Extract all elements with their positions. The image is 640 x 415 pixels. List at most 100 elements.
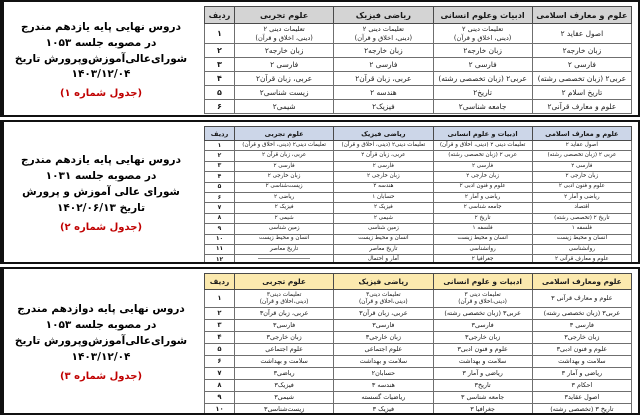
cell-experimental: فیزیک۳ [233,379,335,392]
cell-islamic: فارسی ۳ [531,319,633,332]
caption-2-line-3: شورای عالی آموزش و پرورش [22,186,180,198]
cell-math: سلامت و بهداشت [333,355,434,368]
table-row: عربی۲ (زبان تخصصی رشته) عربی۲ (زبان تخصصی… [204,71,633,86]
cell-humanities: علوم و فنون ادبی ۲ [432,181,533,193]
caption-1-line-4: ۱۴۰۳/۱۲/۰۴ [71,68,131,81]
caption-2-line-4: تاریخ ۱۴۰۲/۰۶/۱۳ [56,201,146,214]
cell-experimental: زبان خارجی۳ [233,331,335,344]
cell-experimental: زمین شناسی [233,223,335,235]
cell-humanities: جامعه شناسی۲ [432,99,533,114]
caption-3-line-2: در مصوبه جلسه ۱۰۵۳ [45,319,157,332]
cell-experimental: تعلیمات دینی۲ (دینی، اخلاق و قرآن) [233,139,335,152]
cell-humanities: تاریخ ۲ [432,212,533,225]
cell-humanities: جغرافیا ۲ [432,254,533,262]
table-row: زبان خارجه۲ زبان خارجه۲ زبان خارجه۲ زبان خا… [204,43,633,58]
caption-3-line-3: شورای‌عالی‌آموزش‌وپرورش تاریخ [14,335,188,347]
cell-math: فیزیک۲ [333,99,434,114]
cell-rank: ۴ [204,71,235,86]
table-row: علوم و فنون ادبی ۲ علوم و فنون ادبی ۲ هندس… [204,181,633,193]
col-header-humanities: ادبیات و علوم انسانی [432,273,533,290]
cell-islamic: اقتصاد [531,202,633,214]
cell-experimental: زیست‌شناسی۳ [233,403,335,413]
cell-islamic: علوم و فنون ادبی۳ [531,343,633,356]
cell-math: تعلیمات دینی۳ (دینی،اخلاق و قرآن) [333,289,434,308]
table-2-wrap: علوم و معارف اسلامی ادبیات و علوم انسانی… [198,122,638,262]
caption-2: دروس نهایی پایه یازدهم مندرج در مصوبه جل… [2,122,198,262]
caption-1-line-1: دروس نهایی پایه یازدهم مندرج [21,20,181,33]
cell-humanities: تعلیمات دینی ۲ (دینی، اخلاق و قرآن) [432,23,533,44]
table-block-3: علوم ومعارف اسلامی ادبیات و علوم انسانی … [0,267,640,415]
cell-math: شیمی ۲ [333,212,434,225]
table-2-header: علوم و معارف اسلامی ادبیات و علوم انسانی… [204,126,633,141]
cell-experimental: فیزیک ۲ [233,202,335,214]
cell-experimental: سلامت و بهداشت [233,355,335,368]
table-3-header: علوم ومعارف اسلامی ادبیات و علوم انسانی … [204,273,633,290]
cell-experimental: علوم اجتماعی [233,343,335,356]
cell-rank: ۴ [204,331,235,344]
cell-math: هندسه ۲ [333,181,434,193]
cell-rank: ۶ [204,99,235,114]
cell-islamic: تاریخ ۲ (تخصصی رشته) [531,212,633,225]
cell-math: عربی، زبان قرآن ۲ [333,150,434,162]
cell-rank: ۷ [204,202,235,214]
cell-rank: ۸ [204,379,235,392]
cell-math: انسان و محیط زیست [333,233,434,245]
table-row: زبان خارجی ۲ زبان خارجی ۲ زبان خارجی ۲ زبان… [204,171,633,183]
cell-humanities: تعلیمات دینی ۳ (دینی،اخلاق و قرآن) [432,289,533,308]
cell-islamic: ریاضی و آمار ۳ [531,367,633,380]
cell-experimental: فارسی۳ [233,319,335,332]
caption-2-line-1: دروس نهایی پایه یازدهم مندرج [21,154,181,167]
cell-rank: ۱۱ [204,243,235,256]
cell-humanities: عربی۲ (زبان تخصصی رشته) [432,71,533,86]
cell-islamic: اصول عقاید ۲ [531,23,633,44]
cell-humanities: فلسفه ۱ [432,223,533,235]
col-header-experimental: علوم تجربی [233,273,335,290]
caption-3-line-1: دروس نهایی پایه دوازدهم مندرج [17,303,185,316]
cell-rank: ۱۲ [204,254,235,262]
cell-math: فیزیک ۲ [333,202,434,214]
cell-math: فیزیک ۳ [333,403,434,413]
cell-islamic: عربی۲ (زبان تخصصی رشته) [531,71,633,86]
cell-humanities: روانشناسی [432,243,533,256]
cell-rank: ۱ [204,23,235,44]
cell-experimental: فارسی ۲ [233,160,335,173]
table-row: اصول عقاید ۲ تعلیمات دینی ۲ (دینی، اخلاق و… [204,23,633,44]
col-header-rank: ردیف [204,126,235,141]
cell-islamic: عربی۳ (زبان تخصصی رشته) [531,307,633,320]
table-row: ریاضی و آمار ۲ ریاضی و آمار ۲ حسابان ۱ ریاض… [204,191,633,204]
cell-humanities: جامعه شناسی ۳ [432,391,533,404]
cell-humanities: عربی۳ (زبان تخصصی رشته) [432,307,533,320]
col-header-experimental: علوم تجربی [233,126,335,141]
cell-rank: ۴ [204,171,235,183]
cell-humanities: زبان خارجی ۲ [432,171,533,183]
caption-3-line-4: ۱۴۰۳/۱۲/۰۴ [71,350,131,363]
cell-rank: ۳ [204,57,235,72]
cell-math: زبان خارجه۲ [333,43,434,58]
cell-experimental: زبان خارجی ۲ [233,171,335,183]
table-row: فارسی ۳ فارسی۳ فارسی۳ فارسی۳ ۳ [204,319,633,332]
table-row: انسان و محیط زیست انسان و محیط زیست انسان … [204,233,633,245]
table-row: فلسفه ۱ فلسفه ۱ زمین شناسی زمین شناسی ۹ [204,223,633,235]
cell-humanities: تاریخ۳ [432,379,533,392]
cell-math: زبان خارجی ۲ [333,171,434,183]
cell-rank: ۵ [204,181,235,193]
cell-rank: ۶ [204,355,235,368]
cell-math: تاریخ معاصر [333,243,434,256]
cell-math: فارسی ۲ [333,57,434,72]
table-row: علوم و فنون ادبی۳ علوم و فنون ادبی۳ علوم ا… [204,343,633,356]
cell-experimental: شیمی۲ [233,99,335,114]
courses-table-3: علوم ومعارف اسلامی ادبیات و علوم انسانی … [204,273,633,413]
cell-experimental: عربی، زبان قرآن۲ [233,71,335,86]
table-row: علوم و معارف قرآنی ۲ جغرافیا ۲ آمار و احتم… [204,254,633,262]
table-row: عربی۳ (زبان تخصصی رشته) عربی۳ (زبان تخصصی… [204,307,633,320]
cell-rank: ۱۰ [204,403,235,413]
caption-3: دروس نهایی پایه دوازدهم مندرج در مصوبه ج… [2,269,198,413]
cell-math: تعلیمات دینی۲ (دینی، اخلاق و قرآن) [333,139,434,152]
col-header-islamic: علوم و معارف اسلامی [531,126,633,141]
table-block-2: علوم و معارف اسلامی ادبیات و علوم انسانی… [0,120,640,264]
cell-humanities: عربی ۲ (زبان تخصصی رشته) [432,150,533,162]
cell-math: هندسه ۲ [333,85,434,100]
cell-math: علوم اجتماعی [333,343,434,356]
